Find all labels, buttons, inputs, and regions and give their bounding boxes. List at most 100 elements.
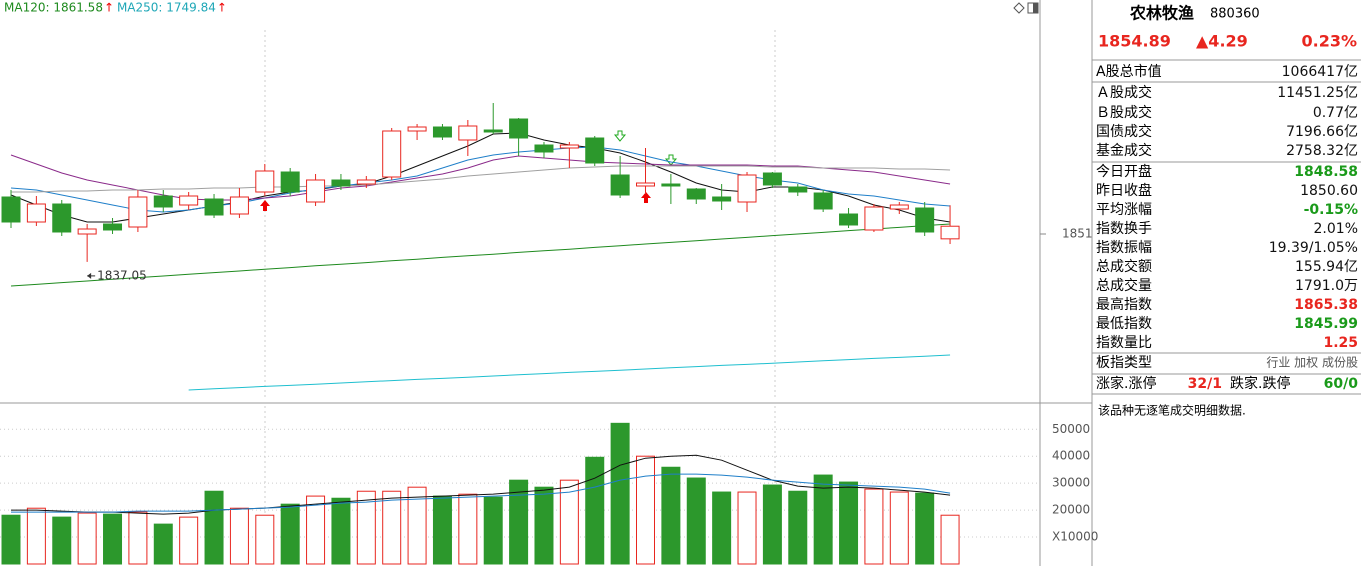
row-value: 0.77亿 [1313, 105, 1358, 121]
candle-body [52, 203, 72, 233]
volume-bar [128, 511, 148, 565]
buy-arrow [641, 192, 651, 203]
volume-bar [179, 516, 199, 565]
row-label: Ａ股成交 [1096, 84, 1152, 101]
candle-body [179, 195, 199, 206]
row-label: 基金成交 [1096, 142, 1152, 159]
diamond-icon[interactable] [1013, 2, 1025, 14]
row-value: 155.94亿 [1295, 259, 1358, 275]
candle-body [1, 196, 21, 223]
row-label: Ｂ股成交 [1096, 104, 1152, 121]
row-value: 1791.0万 [1295, 278, 1358, 294]
candle-body [559, 144, 579, 149]
candle-body [432, 126, 452, 138]
buy-arrow [260, 200, 270, 211]
ma-legend-label: MA250: 1749.84 [117, 1, 216, 15]
ma-legend-arrow: ↑ [104, 1, 114, 15]
row-label: 平均涨幅 [1096, 202, 1152, 218]
candle-body [737, 174, 757, 203]
candle-body [762, 172, 782, 186]
volume-bar [661, 466, 681, 565]
row-value: 2.01% [1314, 221, 1358, 237]
volume-bar [306, 495, 326, 565]
candle-body [534, 144, 554, 153]
row-label: 指数振幅 [1096, 240, 1152, 256]
up-value: 32/1 [1188, 376, 1222, 392]
low-annotation: 1837.05 [97, 268, 147, 282]
candle-body [280, 171, 300, 193]
candle-body [839, 213, 859, 226]
candle-body [103, 223, 123, 231]
volume-bar [737, 491, 757, 565]
panel-icon-fill [1033, 3, 1038, 13]
row-label: 总成交额 [1096, 258, 1152, 275]
row-label: 总成交量 [1096, 277, 1152, 294]
volume-bar [280, 503, 300, 565]
row-label: 指数量比 [1096, 335, 1152, 351]
candle-body [813, 192, 833, 210]
index-name: 农林牧渔 [1129, 4, 1194, 23]
index-code: 880360 [1210, 7, 1260, 22]
volume-bar [407, 486, 427, 565]
volume-bar [1, 514, 21, 565]
row-label: 最高指数 [1096, 296, 1152, 313]
volume-bar [864, 488, 884, 565]
volume-bar [103, 513, 123, 565]
row-value: 1850.60 [1300, 183, 1358, 199]
ma-legend-label: MA120: 1861.58 [4, 1, 103, 15]
volume-bar [889, 491, 909, 565]
volume-bar [26, 507, 46, 565]
volume-bar [610, 422, 630, 565]
ma-line [10, 146, 951, 213]
y-tick-label: 30000 [1052, 476, 1090, 490]
row-value: 2758.32亿 [1286, 143, 1358, 159]
volume-bar [52, 516, 72, 565]
row-label: 最低指数 [1096, 316, 1152, 332]
volume-bar [509, 479, 529, 565]
y-tick-label: X10000 [1052, 530, 1098, 544]
row-value: 1848.58 [1294, 164, 1358, 180]
volume-bar [432, 495, 452, 565]
volume-bar [331, 497, 351, 565]
row-label: 国债成交 [1096, 123, 1152, 140]
change-pct: 0.23% [1301, 32, 1357, 51]
candle-body [356, 179, 376, 185]
candle-body [661, 183, 681, 187]
note: 该品种无逐笔成交明细数据. [1098, 403, 1246, 418]
candle-body [585, 137, 605, 164]
row-value: 19.39/1.05% [1269, 240, 1358, 256]
candle-body [940, 225, 960, 240]
candle-body [26, 203, 46, 223]
ma-line [11, 454, 951, 515]
candle-body [483, 129, 503, 133]
ma-line [11, 165, 951, 193]
row-value: 1865.38 [1294, 297, 1358, 313]
row-value: 7196.66亿 [1286, 124, 1358, 140]
row-label: A股总市值 [1096, 63, 1162, 80]
row-value: -0.15% [1304, 202, 1358, 218]
price: 1854.89 [1098, 32, 1171, 51]
ma-line [11, 473, 951, 513]
sell-arrow [613, 130, 627, 142]
candle-body [77, 228, 97, 235]
candle-body [306, 179, 326, 203]
volume-bar [636, 455, 655, 565]
candle-body [788, 186, 808, 193]
candle-body [458, 125, 478, 141]
candle-body [407, 126, 427, 132]
volume-bar [712, 491, 732, 565]
up-label: 涨家.涨停 [1096, 375, 1156, 392]
volume-bar [229, 507, 249, 565]
row-label: 今日开盘 [1096, 163, 1152, 180]
volume-bar [686, 477, 706, 565]
candle-body [153, 195, 173, 208]
volume-bar [915, 492, 935, 565]
volume-bar [585, 456, 605, 565]
ma-line [10, 223, 951, 287]
candle-body [255, 170, 275, 193]
candle-body [610, 174, 630, 196]
y-tick-label: 50000 [1052, 422, 1090, 436]
candle-body [229, 196, 249, 215]
